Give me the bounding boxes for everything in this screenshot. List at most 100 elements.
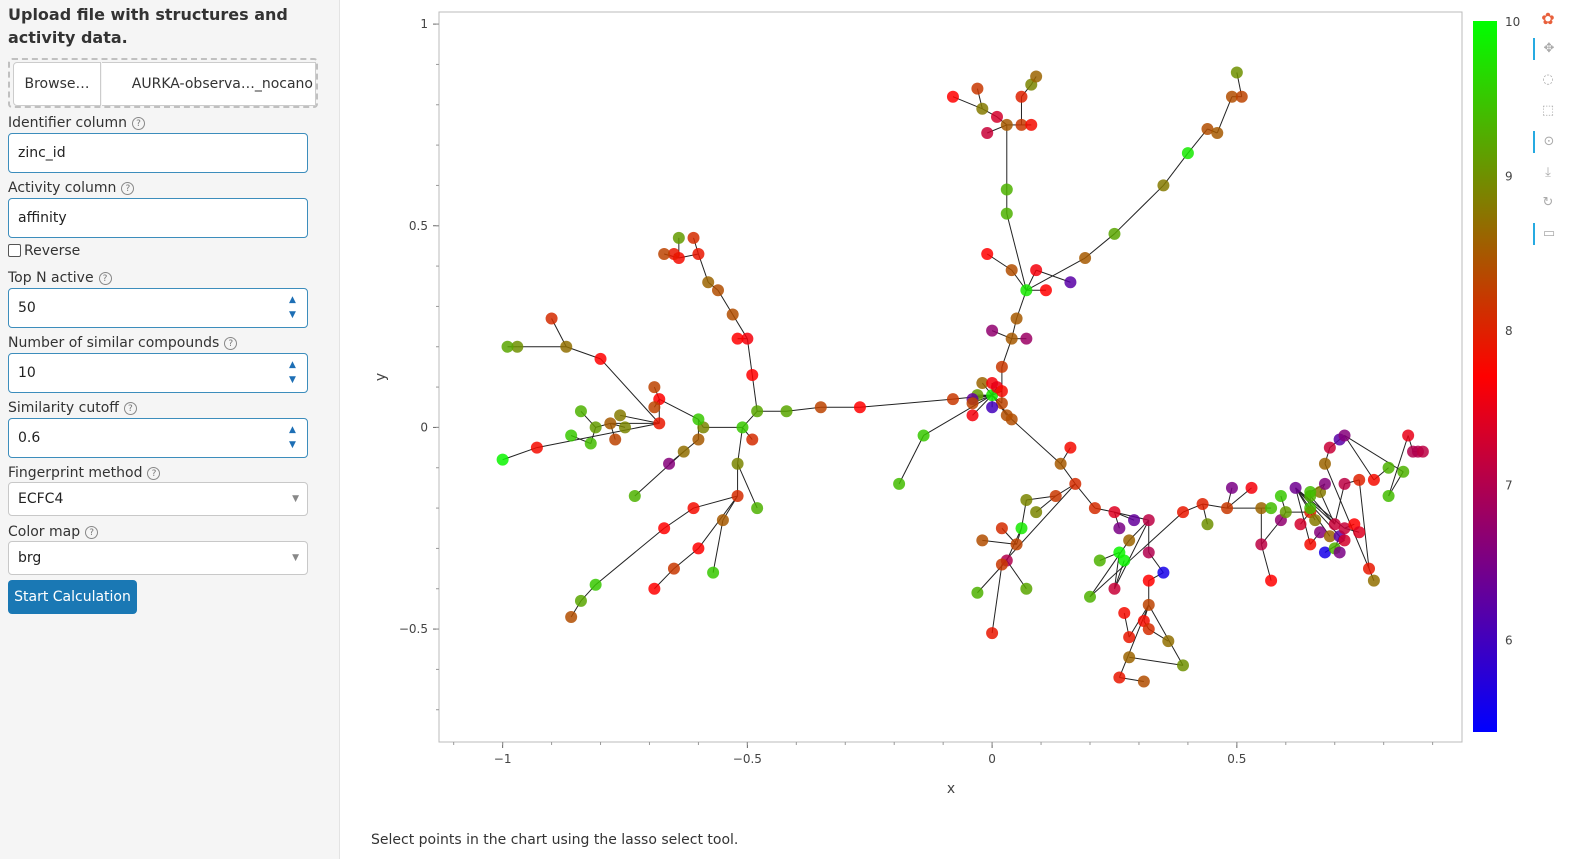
data-point[interactable] (986, 401, 999, 414)
data-point[interactable] (1020, 582, 1033, 595)
data-point[interactable] (995, 397, 1008, 410)
data-point[interactable] (1402, 429, 1415, 442)
data-point[interactable] (976, 102, 989, 115)
number-stepper[interactable]: ▲ ▼ (289, 423, 299, 453)
data-point[interactable] (574, 594, 587, 607)
pan-icon[interactable]: ✥ (1533, 38, 1563, 60)
data-point[interactable] (1338, 522, 1351, 535)
data-point[interactable] (731, 489, 744, 502)
data-point[interactable] (1338, 534, 1351, 547)
data-point[interactable] (1177, 506, 1189, 519)
data-point[interactable] (751, 502, 764, 515)
data-point[interactable] (1353, 473, 1366, 486)
data-point[interactable] (971, 586, 984, 599)
data-point[interactable] (1128, 514, 1141, 527)
data-point[interactable] (1093, 554, 1106, 567)
data-point[interactable] (1196, 498, 1209, 511)
data-point[interactable] (741, 332, 754, 345)
data-point[interactable] (1157, 179, 1170, 192)
data-point[interactable] (707, 566, 720, 579)
data-point[interactable] (995, 385, 1008, 398)
data-point[interactable] (692, 247, 705, 260)
data-point[interactable] (589, 578, 602, 591)
data-point[interactable] (1265, 574, 1278, 587)
data-point[interactable] (1030, 264, 1043, 277)
data-point[interactable] (814, 401, 827, 414)
data-point[interactable] (1123, 651, 1136, 664)
data-point[interactable] (1015, 522, 1028, 535)
number-stepper[interactable]: ▲ ▼ (289, 358, 299, 388)
data-point[interactable] (1108, 227, 1121, 240)
data-point[interactable] (946, 90, 959, 103)
data-point[interactable] (1054, 457, 1067, 470)
help-icon[interactable]: ? (98, 272, 112, 285)
data-point[interactable] (628, 489, 641, 502)
data-point[interactable] (1049, 489, 1062, 502)
data-point[interactable] (648, 401, 661, 414)
data-point[interactable] (530, 441, 543, 454)
data-point[interactable] (995, 360, 1008, 373)
data-point[interactable] (986, 627, 999, 640)
data-point[interactable] (1304, 502, 1317, 515)
data-point[interactable] (893, 477, 906, 490)
data-point[interactable] (716, 514, 729, 527)
data-point[interactable] (648, 381, 661, 394)
browse-button[interactable]: Browse… (13, 62, 101, 106)
data-point[interactable] (584, 437, 597, 450)
data-point[interactable] (917, 429, 930, 442)
data-point[interactable] (667, 247, 680, 260)
step-up-icon[interactable]: ▲ (289, 425, 296, 435)
data-point[interactable] (1005, 264, 1018, 277)
start-calculation-button[interactable]: Start Calculation (8, 580, 137, 614)
data-point[interactable] (1000, 183, 1013, 196)
fingerprint-method-select[interactable]: ECFC4 ▼ (8, 482, 308, 516)
data-point[interactable] (1255, 502, 1268, 515)
wheel-zoom-icon[interactable]: ⊙ (1533, 131, 1563, 153)
data-point[interactable] (1108, 506, 1121, 519)
data-point[interactable] (995, 558, 1008, 571)
data-point[interactable] (1005, 413, 1018, 426)
data-point[interactable] (1255, 538, 1268, 551)
data-point[interactable] (731, 332, 744, 345)
data-point[interactable] (663, 457, 676, 470)
data-points[interactable] (496, 66, 1429, 688)
data-point[interactable] (1069, 477, 1082, 490)
data-point[interactable] (1225, 481, 1238, 494)
data-point[interactable] (751, 405, 764, 418)
data-point[interactable] (712, 284, 724, 297)
data-point[interactable] (1304, 538, 1317, 551)
data-point[interactable] (1338, 477, 1351, 490)
data-point[interactable] (1118, 606, 1131, 619)
data-point[interactable] (1265, 502, 1278, 515)
data-point[interactable] (653, 417, 666, 430)
data-point[interactable] (1230, 66, 1243, 79)
data-point[interactable] (658, 247, 671, 260)
data-point[interactable] (609, 433, 622, 446)
data-point[interactable] (976, 377, 989, 390)
data-point[interactable] (1181, 147, 1194, 160)
data-point[interactable] (1039, 284, 1052, 297)
data-point[interactable] (1382, 489, 1395, 502)
data-point[interactable] (1201, 122, 1214, 135)
data-point[interactable] (496, 453, 509, 466)
scatter-tree-chart[interactable]: −1 −0.5 0 0.5 1 0.5 0 −0.5 x y 10 9 8 7 6 (340, 0, 1530, 820)
hover-icon[interactable]: ▭ (1533, 223, 1563, 245)
data-point[interactable] (619, 421, 631, 434)
data-point[interactable] (692, 413, 705, 426)
data-point[interactable] (746, 433, 759, 446)
data-point[interactable] (1079, 252, 1092, 265)
data-point[interactable] (565, 610, 578, 623)
data-point[interactable] (604, 417, 617, 430)
step-down-icon[interactable]: ▼ (289, 375, 296, 385)
bokeh-logo-icon[interactable]: ✿ (1541, 9, 1555, 28)
help-icon[interactable]: ? (123, 402, 137, 415)
data-point[interactable] (1162, 635, 1175, 648)
lasso-icon[interactable]: ◌ (1542, 72, 1554, 87)
box-zoom-icon[interactable]: ⬚ (1541, 103, 1555, 118)
data-point[interactable] (1245, 481, 1258, 494)
data-point[interactable] (736, 421, 749, 434)
data-point[interactable] (1304, 485, 1317, 498)
data-point[interactable] (1416, 445, 1429, 458)
reset-icon[interactable]: ↻ (1542, 195, 1554, 210)
data-point[interactable] (1030, 70, 1043, 83)
